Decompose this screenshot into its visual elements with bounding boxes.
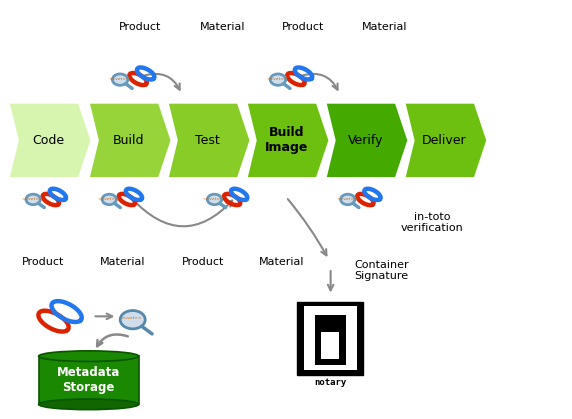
Circle shape xyxy=(102,194,116,204)
Ellipse shape xyxy=(38,351,138,362)
Text: Container
Signature: Container Signature xyxy=(355,260,409,282)
Text: Build
Image: Build Image xyxy=(265,127,308,154)
Polygon shape xyxy=(89,103,172,178)
Text: Material: Material xyxy=(200,22,246,32)
Text: <<vet>>: <<vet>> xyxy=(336,197,358,201)
FancyBboxPatch shape xyxy=(321,332,339,359)
Circle shape xyxy=(112,74,128,85)
Text: Metadata
Storage: Metadata Storage xyxy=(57,366,120,394)
Polygon shape xyxy=(168,103,251,178)
Text: in-toto
verification: in-toto verification xyxy=(400,212,463,233)
Circle shape xyxy=(270,74,286,85)
Circle shape xyxy=(26,194,40,204)
Text: Code: Code xyxy=(32,134,65,147)
Ellipse shape xyxy=(38,399,138,410)
FancyBboxPatch shape xyxy=(315,316,346,365)
Text: <<vet>>: <<vet>> xyxy=(22,197,43,201)
Text: <<vet>>: <<vet>> xyxy=(267,77,288,81)
Polygon shape xyxy=(9,103,92,178)
Text: Product: Product xyxy=(22,257,64,267)
Text: notary: notary xyxy=(314,378,347,387)
Text: Product: Product xyxy=(119,22,161,32)
Text: <<vet>>: <<vet>> xyxy=(121,316,142,320)
Text: Material: Material xyxy=(259,257,305,267)
FancyBboxPatch shape xyxy=(297,302,363,375)
Polygon shape xyxy=(404,103,487,178)
Text: <<vet>>: <<vet>> xyxy=(98,197,120,201)
Text: Build: Build xyxy=(113,134,144,147)
Text: Product: Product xyxy=(282,22,324,32)
Text: <<vet>>: <<vet>> xyxy=(109,77,130,81)
Text: Product: Product xyxy=(182,257,224,267)
Polygon shape xyxy=(247,103,329,178)
Text: Material: Material xyxy=(100,257,146,267)
Circle shape xyxy=(208,194,221,204)
FancyBboxPatch shape xyxy=(38,356,138,404)
Circle shape xyxy=(120,310,145,329)
FancyBboxPatch shape xyxy=(304,307,356,370)
Text: Verify: Verify xyxy=(347,134,383,147)
Text: Test: Test xyxy=(195,134,220,147)
Text: Material: Material xyxy=(362,22,407,32)
Text: Deliver: Deliver xyxy=(422,134,467,147)
Text: <<vet>>: <<vet>> xyxy=(203,197,225,201)
Polygon shape xyxy=(325,103,408,178)
Circle shape xyxy=(341,194,355,204)
